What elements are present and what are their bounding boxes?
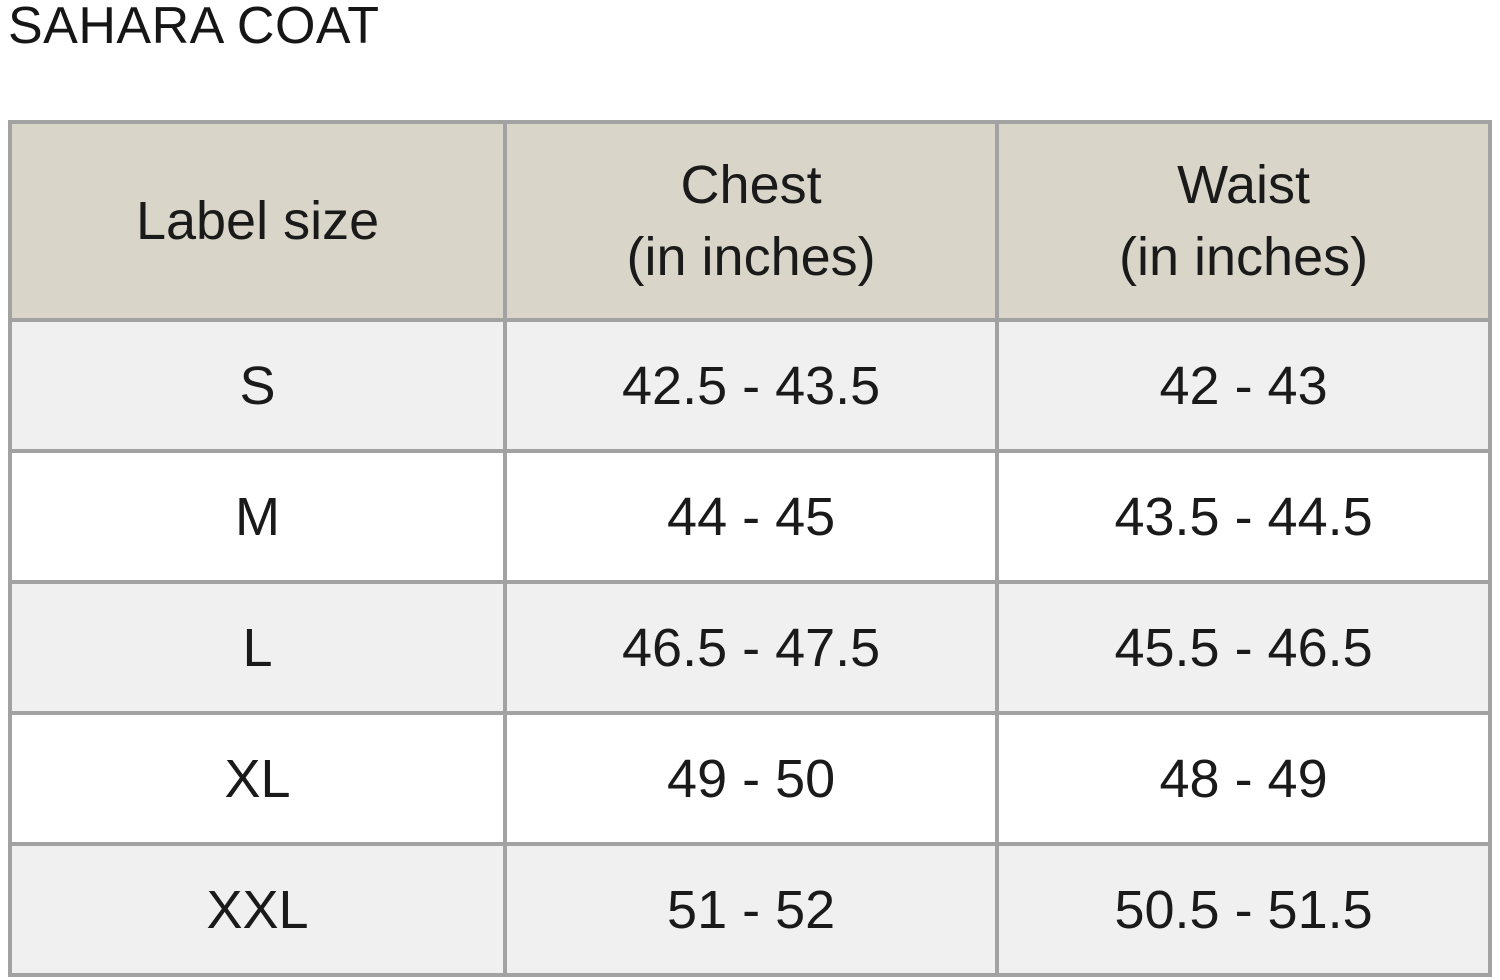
cell-waist-m: 43.5 - 44.5 xyxy=(995,449,1492,584)
header-chest: Chest (in inches) xyxy=(503,120,1000,322)
cell-chest-l: 46.5 - 47.5 xyxy=(503,580,1000,715)
cell-waist-xxl: 50.5 - 51.5 xyxy=(995,842,1492,977)
header-chest-line2: (in inches) xyxy=(626,227,876,287)
cell-size-xl: XL xyxy=(7,711,508,846)
header-label-size-line1: Label size xyxy=(135,191,380,251)
header-waist-line1: Waist xyxy=(1177,155,1311,215)
header-waist-line2: (in inches) xyxy=(1119,227,1369,287)
table-row-l: L 46.5 - 47.5 45.5 - 46.5 xyxy=(7,580,1492,715)
cell-size-s: S xyxy=(7,318,508,453)
header-row: Label size Chest (in inches) Waist (in i… xyxy=(7,120,1492,322)
table-body: S 42.5 - 43.5 42 - 43 M 44 - 45 43.5 - 4… xyxy=(7,318,1492,977)
cell-chest-m: 44 - 45 xyxy=(503,449,1000,584)
table-row-s: S 42.5 - 43.5 42 - 43 xyxy=(7,318,1492,453)
header-label-size: Label size xyxy=(7,120,508,322)
table-row-m: M 44 - 45 43.5 - 44.5 xyxy=(7,449,1492,584)
cell-waist-s: 42 - 43 xyxy=(995,318,1492,453)
cell-waist-l: 45.5 - 46.5 xyxy=(995,580,1492,715)
header-chest-line1: Chest xyxy=(680,155,822,215)
cell-chest-xxl: 51 - 52 xyxy=(503,842,1000,977)
page-title: SAHARA COAT xyxy=(8,0,380,55)
cell-chest-xl: 49 - 50 xyxy=(503,711,1000,846)
table-row-xxl: XXL 51 - 52 50.5 - 51.5 xyxy=(7,842,1492,977)
table-row-xl: XL 49 - 50 48 - 49 xyxy=(7,711,1492,846)
cell-chest-s: 42.5 - 43.5 xyxy=(503,318,1000,453)
cell-size-l: L xyxy=(7,580,508,715)
cell-size-m: M xyxy=(7,449,508,584)
cell-waist-xl: 48 - 49 xyxy=(995,711,1492,846)
header-waist: Waist (in inches) xyxy=(995,120,1492,322)
table-header: Label size Chest (in inches) Waist (in i… xyxy=(7,120,1492,322)
cell-size-xxl: XXL xyxy=(7,842,508,977)
size-chart-table: Label size Chest (in inches) Waist (in i… xyxy=(7,120,1492,977)
